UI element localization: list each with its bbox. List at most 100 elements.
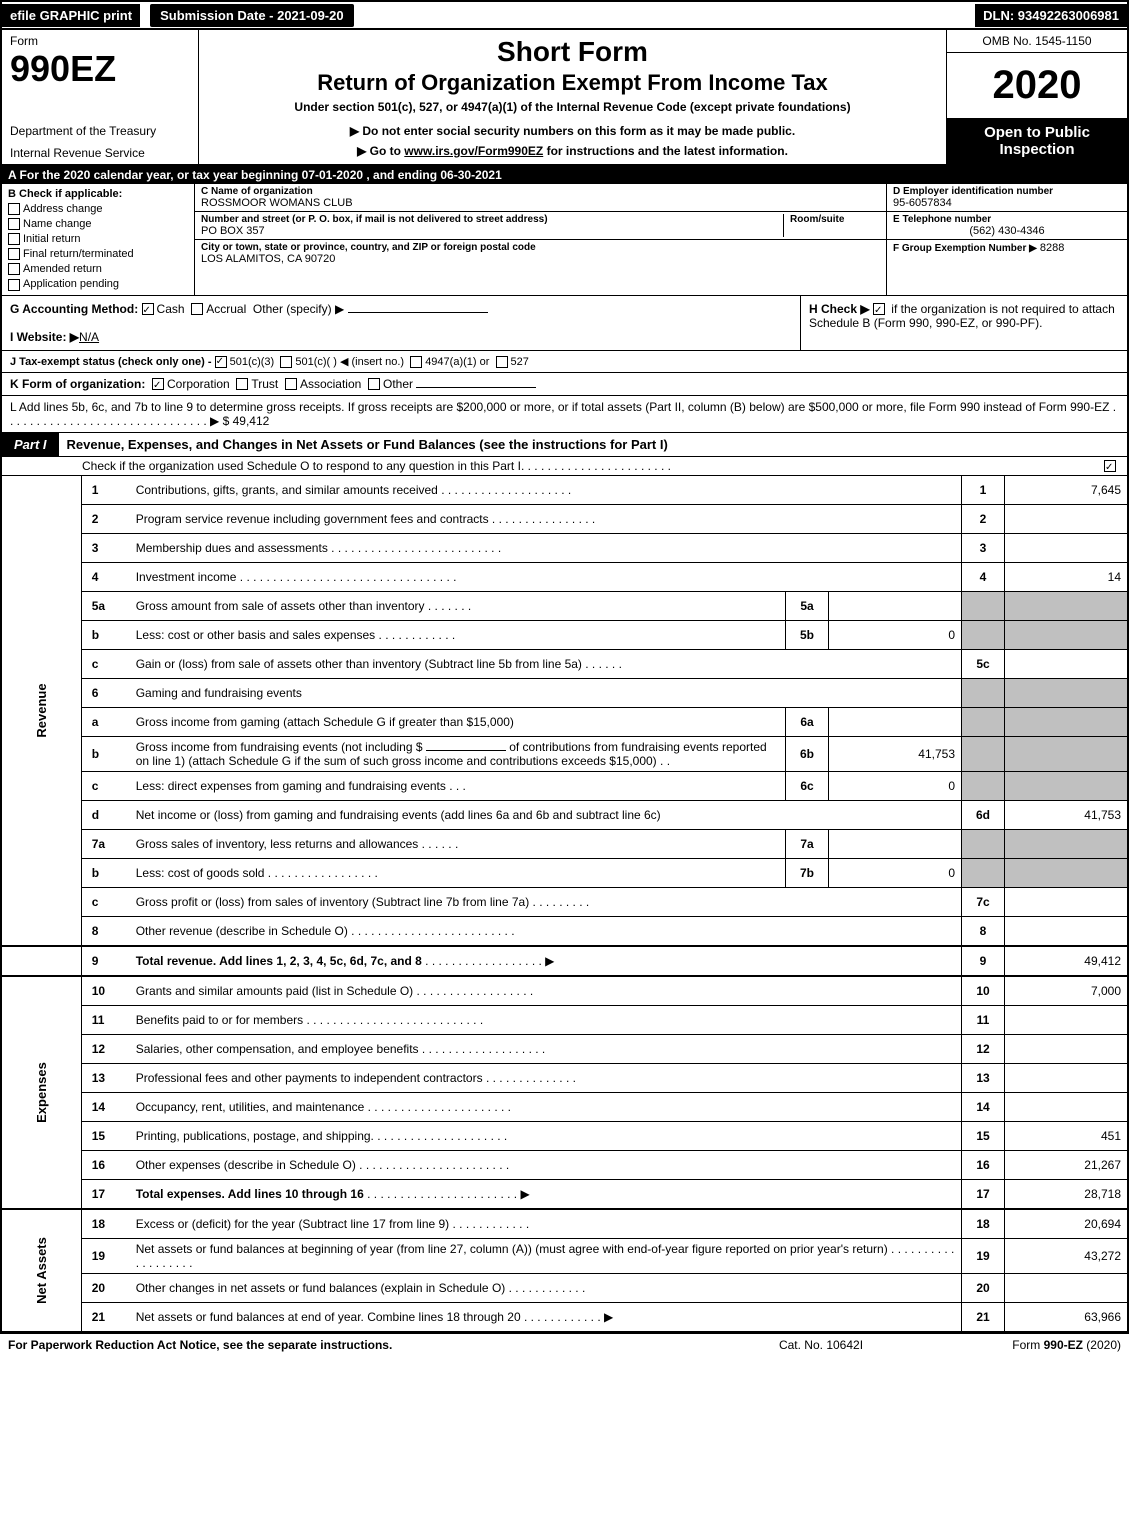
ld-1: Contributions, gifts, grants, and simila… [130,476,962,505]
ld-6a: Gross income from gaming (attach Schedul… [130,707,786,736]
mn-20: 20 [962,1273,1005,1302]
ld-21: Net assets or fund balances at end of ye… [130,1302,962,1332]
ln-6a: a [81,707,130,736]
g-accounting: G Accounting Method: Cash Accrual Other … [2,296,800,350]
mn-15: 15 [962,1121,1005,1150]
org-city: LOS ALAMITOS, CA 90720 [201,253,880,265]
tax-year: 2020 [947,53,1127,118]
mv-8 [1005,916,1129,946]
checkbox-checked-icon[interactable] [215,356,227,368]
checkbox-checked-icon[interactable] [142,303,154,315]
k-other: Other [383,377,413,391]
checkbox-checked-icon[interactable] [873,303,885,315]
ln-20: 20 [81,1273,130,1302]
checkbox-icon[interactable] [8,263,20,275]
mn-6b-grey [962,736,1005,771]
checkbox-icon[interactable] [8,233,20,245]
checkbox-icon[interactable] [285,378,297,390]
ln-5b: b [81,620,130,649]
checkbox-icon[interactable] [280,356,292,368]
ln-8: 8 [81,916,130,946]
h-check: H Check ▶ if the organization is not req… [800,296,1127,350]
checkbox-icon[interactable] [8,279,20,291]
c-addr-cell: Number and street (or P. O. box, if mail… [195,212,886,240]
mv-6-grey [1005,678,1129,707]
ln-9: 9 [81,946,130,976]
mn-10: 10 [962,976,1005,1006]
ld-18: Excess or (deficit) for the year (Subtra… [130,1209,962,1239]
k-trust: Trust [251,377,278,391]
b-item-1: Name change [8,218,188,230]
ln-14: 14 [81,1092,130,1121]
mv-6d: 41,753 [1005,800,1129,829]
mv-6a-grey [1005,707,1129,736]
b-item-4: Amended return [8,263,188,275]
l-text: L Add lines 5b, 6c, and 7b to line 9 to … [10,400,1109,414]
k-corp: Corporation [167,377,230,391]
mv-19: 43,272 [1005,1238,1129,1273]
c-addr-label: Number and street (or P. O. box, if mail… [201,214,777,225]
mn-16: 16 [962,1150,1005,1179]
b-title: B Check if applicable: [8,188,188,200]
ld-20: Other changes in net assets or fund bala… [130,1273,962,1302]
checkbox-icon[interactable] [368,378,380,390]
checkbox-checked-icon[interactable] [1104,460,1116,472]
i-label: I Website: ▶ [10,330,79,344]
sv-6c: 0 [829,771,962,800]
ln-19: 19 [81,1238,130,1273]
mv-9: 49,412 [1005,946,1129,976]
ld-7b: Less: cost of goods sold . . . . . . . .… [130,858,786,887]
mn-13: 13 [962,1063,1005,1092]
ln-21: 21 [81,1302,130,1332]
g-other: Other (specify) ▶ [253,302,344,316]
footer-cat: Cat. No. 10642I [721,1338,921,1352]
ln-12: 12 [81,1034,130,1063]
ln-11: 11 [81,1005,130,1034]
dept-treasury: Department of the Treasury [10,124,190,138]
g-other-input[interactable] [348,312,488,313]
ld-12: Salaries, other compensation, and employ… [130,1034,962,1063]
ld-2: Program service revenue including govern… [130,504,962,533]
footer-left: For Paperwork Reduction Act Notice, see … [8,1338,721,1352]
k-other-input[interactable] [416,387,536,388]
k-assoc: Association [300,377,361,391]
checkbox-checked-icon[interactable] [152,378,164,390]
g-cash: Cash [157,302,185,316]
checkbox-icon[interactable] [410,356,422,368]
mv-5b-grey [1005,620,1129,649]
part1-check: Check if the organization used Schedule … [0,457,1129,476]
l-amount: $ 49,412 [223,414,270,428]
mn-12: 12 [962,1034,1005,1063]
return-title: Return of Organization Exempt From Incom… [209,70,936,96]
checkbox-icon[interactable] [496,356,508,368]
sv-6b: 41,753 [829,736,962,771]
checkbox-icon[interactable] [191,303,203,315]
mv-16: 21,267 [1005,1150,1129,1179]
c-city-cell: City or town, state or province, country… [195,240,886,267]
c-name-label: C Name of organization [201,186,880,197]
lines-table: Revenue 1 Contributions, gifts, grants, … [0,476,1129,1333]
j-501c: 501(c)( ) ◀ (insert no.) [295,356,404,368]
mn-1: 1 [962,476,1005,505]
checkbox-icon[interactable] [8,203,20,215]
mn-5c: 5c [962,649,1005,678]
checkbox-icon[interactable] [8,218,20,230]
goto-link[interactable]: www.irs.gov/Form990EZ [404,144,543,158]
mv-13 [1005,1063,1129,1092]
mv-5c [1005,649,1129,678]
mv-2 [1005,504,1129,533]
blank-input[interactable] [426,750,506,751]
mn-3: 3 [962,533,1005,562]
b-item-0: Address change [8,203,188,215]
checkbox-icon[interactable] [8,248,20,260]
checkbox-icon[interactable] [236,378,248,390]
org-name: ROSSMOOR WOMANS CLUB [201,197,880,209]
d-tel-cell: E Telephone number (562) 430-4346 [887,212,1127,240]
efile-label[interactable]: efile GRAPHIC print [2,4,140,27]
j-527: 527 [511,356,529,368]
g-accrual: Accrual [206,302,246,316]
section-a: A For the 2020 calendar year, or tax yea… [0,166,1129,184]
mn-17: 17 [962,1179,1005,1209]
sv-7a [829,829,962,858]
group-label: F Group Exemption Number ▶ [893,243,1037,254]
